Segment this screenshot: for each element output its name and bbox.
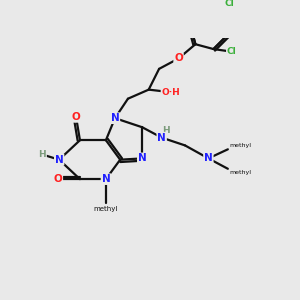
Text: N: N — [55, 155, 64, 165]
Text: N: N — [111, 113, 119, 123]
Text: Cl: Cl — [225, 0, 235, 8]
Text: O·H: O·H — [161, 88, 180, 97]
Text: Cl: Cl — [227, 47, 236, 56]
Text: methyl: methyl — [229, 170, 251, 175]
Text: N: N — [157, 133, 166, 142]
Text: H: H — [162, 126, 170, 135]
Text: methyl: methyl — [229, 143, 251, 148]
Text: O: O — [72, 112, 80, 122]
Text: O: O — [174, 53, 183, 64]
Text: N: N — [101, 174, 110, 184]
Text: N: N — [138, 153, 147, 164]
Text: H: H — [38, 150, 46, 159]
Text: methyl: methyl — [94, 206, 118, 212]
Text: O: O — [53, 174, 62, 184]
Text: N: N — [204, 153, 213, 164]
